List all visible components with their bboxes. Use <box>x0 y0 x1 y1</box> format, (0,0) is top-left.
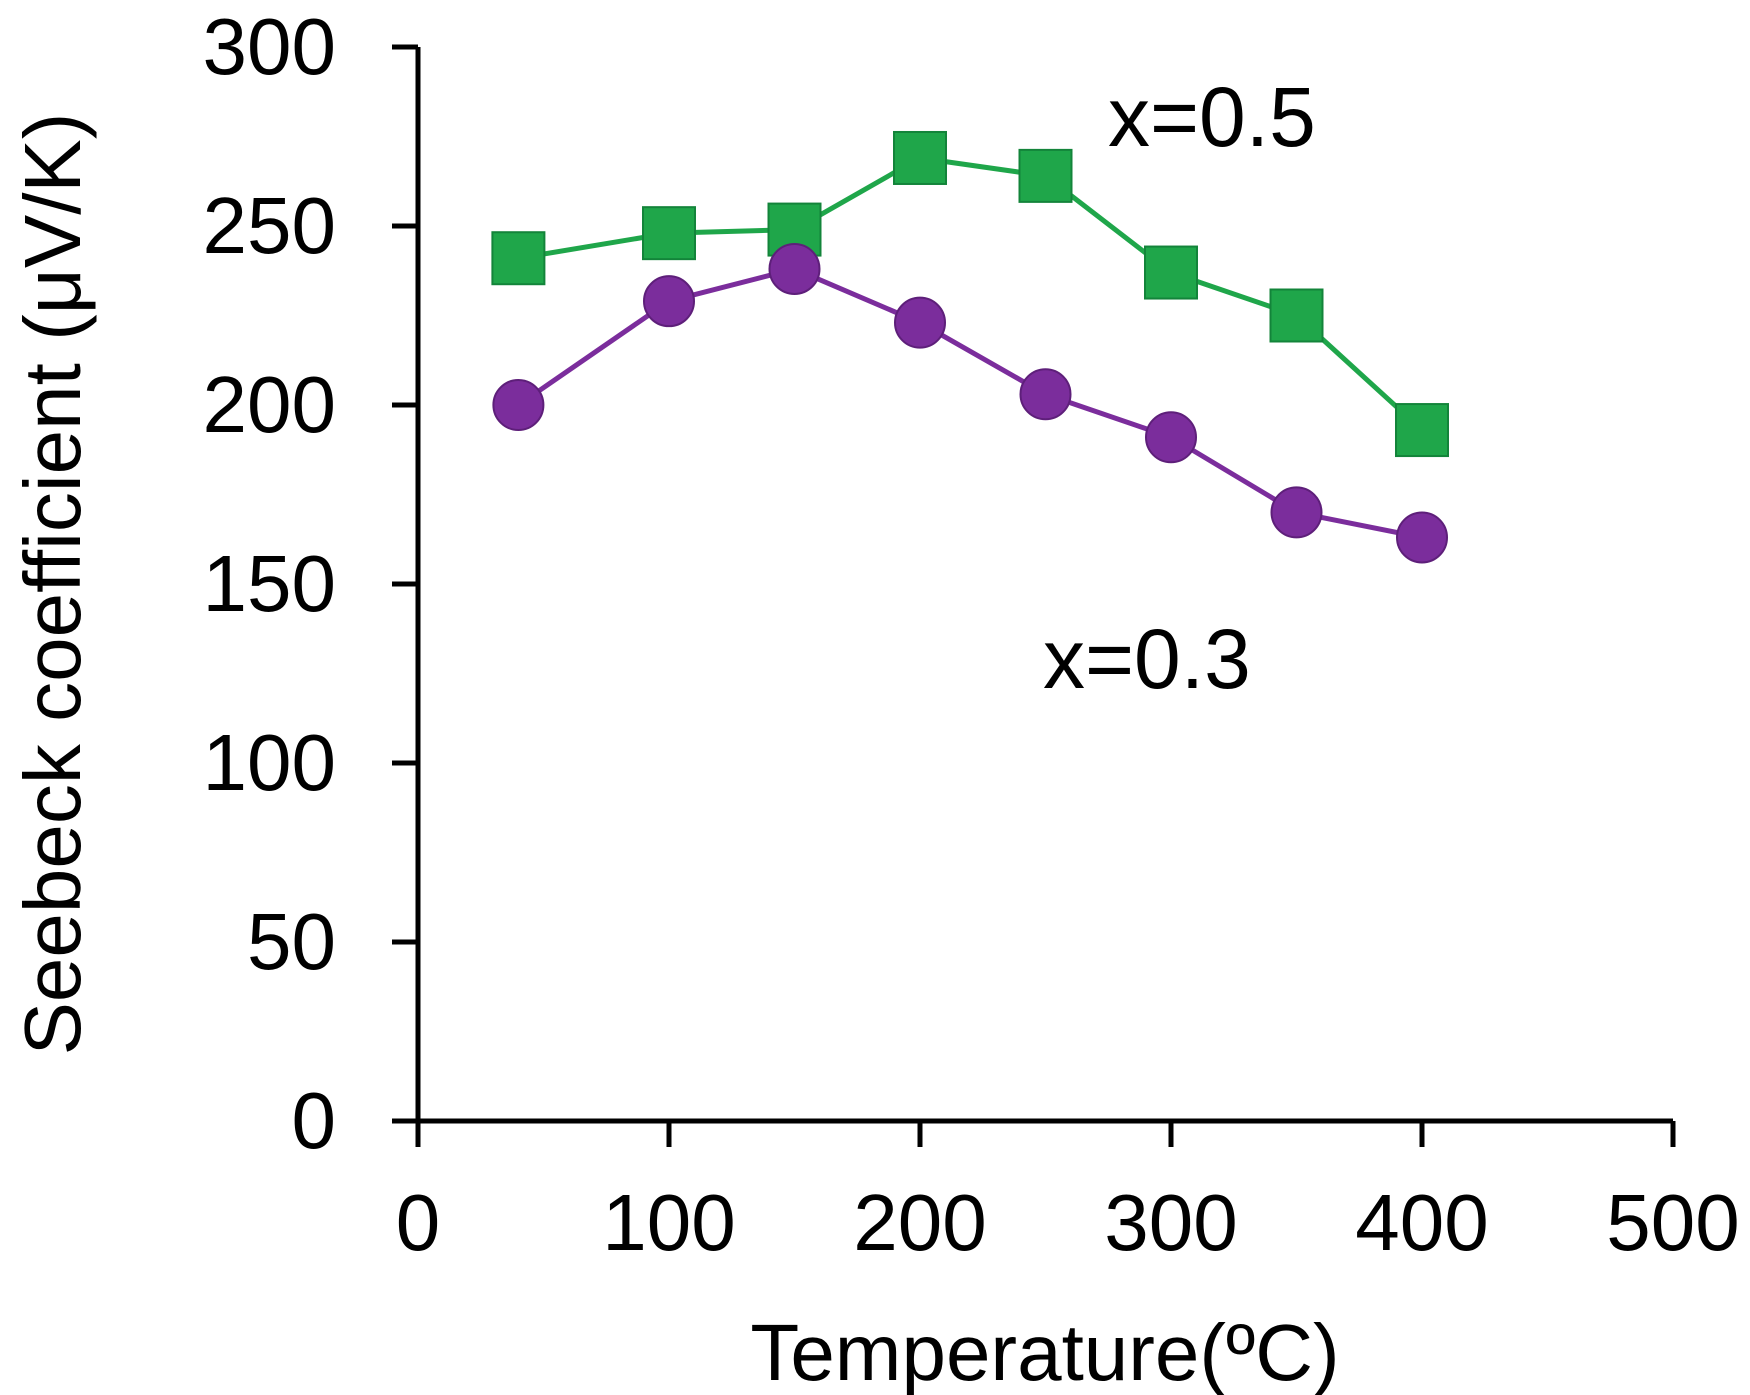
data-point-x-0-5 <box>642 206 696 261</box>
data-point-x-0-5 <box>1018 148 1073 203</box>
axes <box>392 47 1673 1124</box>
x-tick-label: 500 <box>1606 1178 1739 1267</box>
y-axis-label: Seebeck coefficient (μV/K) <box>8 113 97 1056</box>
y-tick-label: 300 <box>203 2 336 91</box>
data-point-x-0-3 <box>1396 511 1448 564</box>
data-point-x-0-3 <box>492 379 545 431</box>
data-point-x-0-3 <box>894 296 946 349</box>
x-ticks: 0 100 200 300 400 500 <box>396 1121 1740 1267</box>
series-layer <box>491 130 1449 564</box>
data-point-x-0-5 <box>1269 288 1324 343</box>
series-x-0-3 <box>492 242 1448 564</box>
y-tick-label: 0 <box>292 1076 337 1165</box>
data-point-x-0-3 <box>1145 411 1197 464</box>
series-label-x03: x=0.3 <box>1043 612 1251 706</box>
data-point-x-0-3 <box>1270 486 1323 539</box>
x-tick-label: 300 <box>1104 1178 1237 1267</box>
y-tick-label: 250 <box>203 181 336 270</box>
x-tick-label: 0 <box>396 1178 441 1267</box>
y-tick-label: 50 <box>247 897 336 986</box>
data-point-x-0-5 <box>491 231 546 286</box>
y-tick-label: 200 <box>203 360 336 449</box>
data-point-x-0-3 <box>643 275 695 328</box>
data-point-x-0-5 <box>1144 245 1198 300</box>
x-tick-label: 200 <box>853 1178 986 1267</box>
series-label-x05: x=0.5 <box>1108 70 1316 164</box>
series-x-0-5 <box>491 130 1449 458</box>
data-point-x-0-5 <box>893 130 947 185</box>
data-point-x-0-3 <box>768 242 821 295</box>
data-point-x-0-3 <box>1019 368 1072 421</box>
x-tick-label: 400 <box>1355 1178 1488 1267</box>
data-point-x-0-5 <box>1395 403 1449 458</box>
y-ticks: 0 50 100 150 200 250 300 <box>203 2 418 1165</box>
y-tick-label: 150 <box>203 539 336 628</box>
x-tick-label: 100 <box>602 1178 735 1267</box>
x-axis-label: Temperature(ºC) <box>750 1308 1339 1395</box>
y-tick-label: 100 <box>203 718 336 807</box>
